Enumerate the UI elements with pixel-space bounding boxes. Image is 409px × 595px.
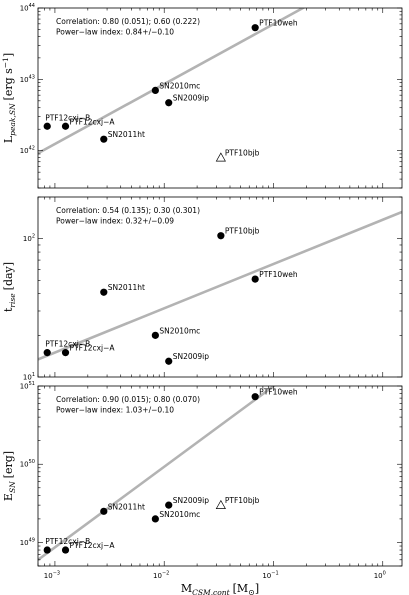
data-label: SN2011ht xyxy=(108,502,145,511)
plot-frame xyxy=(37,7,403,189)
annotation-text: Power−law index: 0.84+/−0.10 xyxy=(56,28,174,37)
data-label: PTF10weh xyxy=(259,270,298,279)
data-point xyxy=(151,86,159,94)
data-label: SN2011ht xyxy=(108,283,145,292)
data-label: SN2009ip xyxy=(173,94,210,103)
data-label: PTF12cxj−B xyxy=(45,113,90,122)
data-point xyxy=(251,24,259,32)
data-point xyxy=(151,331,159,339)
panel-3: 1049 1050 1051 10−3 10−2 10−1 100 Correlation: … xyxy=(2,381,403,595)
y-tick-label: 1043 xyxy=(20,74,35,84)
data-label: SN2011ht xyxy=(108,130,145,139)
panel-2: 101 102 Correlation: 0.54 (0.135); 0.30 (0… xyxy=(2,196,403,382)
fit-line xyxy=(38,386,276,561)
data-label: PTF12cxj−B xyxy=(45,537,90,546)
data-point xyxy=(100,135,108,143)
data-point xyxy=(43,122,51,130)
data-label: PTF12cxj−A xyxy=(70,541,116,550)
data-point xyxy=(61,349,70,357)
y-tick-label: 1049 xyxy=(20,537,35,547)
data-point xyxy=(100,507,108,515)
data-point xyxy=(215,499,226,509)
data-label: PTF10weh xyxy=(259,388,298,397)
fit-line xyxy=(38,8,306,155)
data-label: SN2010mc xyxy=(159,326,200,335)
plot-frame xyxy=(37,196,403,378)
data-label: PTF10bjb xyxy=(225,227,260,236)
data-point xyxy=(100,288,108,296)
data-point xyxy=(151,515,159,523)
data-label: SN2009ip xyxy=(173,352,210,361)
annotation-text: Correlation: 0.80 (0.051); 0.60 (0.222) xyxy=(56,17,200,26)
annotation-text: Correlation: 0.54 (0.135); 0.30 (0.301) xyxy=(56,206,200,215)
y-tick-label: 1044 xyxy=(20,3,35,13)
data-label: SN2009ip xyxy=(173,496,210,505)
data-point xyxy=(165,357,173,365)
annotation-text: Power−law index: 1.03+/−0.10 xyxy=(56,406,174,415)
data-label: PTF12cxj−A xyxy=(70,344,116,353)
y-tick-label: 101 xyxy=(23,372,35,382)
x-tick-label: 10−3 xyxy=(44,571,60,581)
data-label: PTF10bjb xyxy=(225,149,260,158)
y-tick-label: 1042 xyxy=(20,146,35,156)
data-label: PTF12cxj−A xyxy=(70,117,116,126)
annotation-text: Correlation: 0.90 (0.015); 0.80 (0.070) xyxy=(56,395,200,404)
annotation-text: Power−law index: 0.32+/−0.09 xyxy=(56,217,174,226)
y-tick-label: 102 xyxy=(23,234,35,244)
y-axis-label: trise[day] xyxy=(2,262,17,312)
y-tick-label: 1051 xyxy=(20,381,35,391)
data-point xyxy=(251,275,259,283)
data-point xyxy=(165,501,173,509)
data-label: PTF12cxj−B xyxy=(45,340,90,349)
y-axis-label: ESN[erg] xyxy=(2,451,17,501)
data-label: PTF10bjb xyxy=(225,496,260,505)
data-point xyxy=(43,349,51,357)
data-point xyxy=(43,546,51,554)
data-point xyxy=(251,393,259,401)
y-axis-label: Lpeak,SN[erg s−1] xyxy=(1,53,17,143)
plot-frame xyxy=(37,385,403,567)
x-tick-label: 10−1 xyxy=(262,571,278,581)
data-point xyxy=(165,99,173,107)
data-point xyxy=(61,122,70,130)
data-label: SN2010mc xyxy=(159,510,200,519)
data-point xyxy=(215,152,226,162)
x-axis-label: MCSM,cont [M⊙] xyxy=(181,582,259,595)
data-label: SN2010mc xyxy=(159,81,200,90)
panel-1: 1042 1043 1044 Correlation: 0.80 (0.051); 0… xyxy=(1,3,403,189)
data-point xyxy=(217,232,225,240)
data-label: PTF10weh xyxy=(259,19,298,28)
x-tick-label: 10−2 xyxy=(153,571,169,581)
data-point xyxy=(61,546,70,554)
y-tick-label: 1050 xyxy=(20,459,35,469)
fit-line xyxy=(38,210,402,361)
x-tick-label: 100 xyxy=(374,571,386,581)
